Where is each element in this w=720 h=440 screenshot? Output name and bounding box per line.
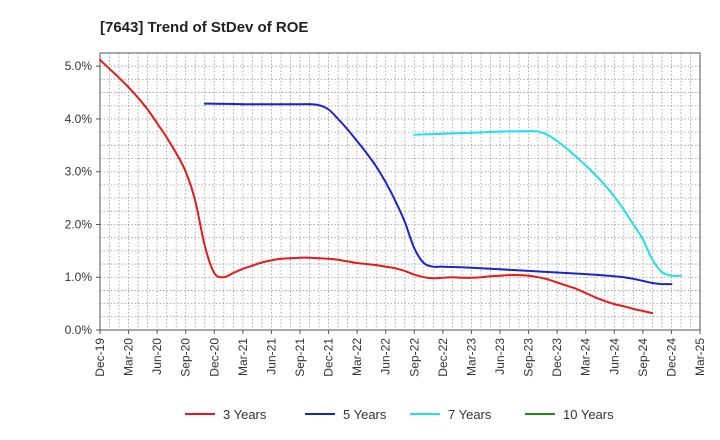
x-tick-label: Jun-22 [379, 338, 393, 375]
y-tick-label: 4.0% [65, 112, 93, 126]
x-tick-label: Dec-24 [664, 338, 678, 377]
series-line-5-years [203, 102, 673, 286]
x-tick-label: Mar-23 [464, 338, 478, 376]
x-tick-label: Mar-22 [350, 338, 364, 376]
x-tick-label: Jun-24 [607, 338, 621, 375]
x-tick-label: Sep-21 [293, 338, 307, 377]
legend-label-10-years: 10 Years [563, 407, 614, 422]
series-line-3-years [99, 58, 654, 315]
y-tick-label: 2.0% [65, 217, 93, 231]
legend-label-3-years: 3 Years [223, 407, 267, 422]
x-tick-label: Dec-20 [207, 338, 221, 377]
x-tick-label: Sep-22 [407, 338, 421, 377]
x-tick-label: Dec-19 [93, 338, 107, 377]
x-tick-label: Mar-20 [122, 338, 136, 376]
x-tick-label: Jun-20 [150, 338, 164, 375]
y-tick-label: 3.0% [65, 165, 93, 179]
legend: 3 Years 5 Years 7 Years 10 Years [185, 407, 614, 422]
x-tick-label: Dec-23 [550, 338, 564, 377]
plot-frame [99, 52, 701, 331]
axes: 0.0% 1.0% 2.0% 3.0% 4.0% 5.0% Dec-19 Mar-20 Jun-… [65, 52, 707, 377]
x-tick-label: Mar-25 [693, 338, 707, 376]
legend-label-5-years: 5 Years [343, 407, 387, 422]
x-tick-label: Mar-24 [579, 338, 593, 376]
y-tick-label: 5.0% [65, 59, 93, 73]
y-tick-label: 0.0% [65, 323, 93, 337]
x-tick-label: Sep-20 [179, 338, 193, 377]
chart-title: [7643] Trend of StDev of ROE [100, 19, 308, 36]
series-lines [99, 58, 682, 315]
grid [100, 53, 700, 330]
legend-label-7-years: 7 Years [448, 407, 492, 422]
series-line-7-years [413, 130, 682, 277]
x-tick-label: Dec-21 [322, 338, 336, 377]
x-tick-label: Dec-22 [436, 338, 450, 377]
x-tick-label: Mar-21 [236, 338, 250, 376]
y-tick-label: 1.0% [65, 270, 93, 284]
x-tick-label: Jun-23 [493, 338, 507, 375]
x-tick-label: Sep-23 [522, 338, 536, 377]
x-tick-label: Jun-21 [264, 338, 278, 375]
x-tick-label: Sep-24 [636, 338, 650, 377]
